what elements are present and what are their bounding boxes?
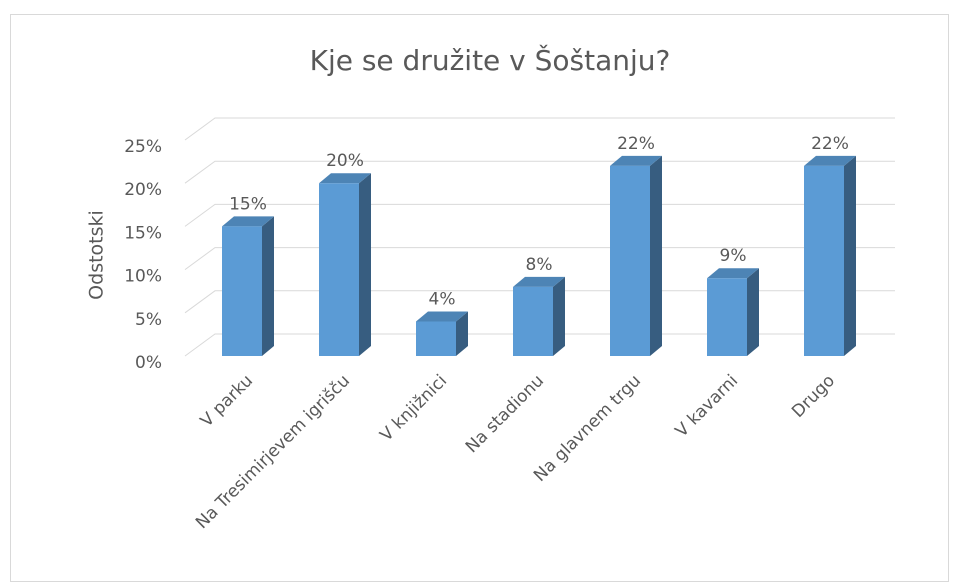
bar (707, 268, 759, 356)
data-label: 22% (811, 134, 849, 154)
grid-line (184, 203, 895, 227)
grid-line (184, 247, 895, 271)
y-tick-label: 25% (124, 137, 162, 157)
bar-front (707, 278, 747, 356)
bar-side (262, 216, 274, 356)
bar (416, 311, 468, 356)
bar-top (804, 155, 856, 166)
grid-line (184, 333, 895, 357)
grid-line (184, 160, 895, 184)
y-axis-title: Odstotski (86, 210, 108, 300)
bar-side (553, 276, 565, 356)
bar-front (610, 165, 650, 356)
data-label: 20% (326, 151, 364, 171)
bar (804, 155, 856, 356)
data-label: 8% (526, 255, 553, 275)
chart-border (10, 14, 949, 582)
data-label: 22% (617, 134, 655, 154)
bar-side (747, 268, 759, 356)
bar-top (416, 311, 468, 322)
bar-front (513, 286, 553, 356)
data-label: 15% (229, 194, 267, 214)
bar-front (804, 165, 844, 356)
bar-front (319, 183, 359, 356)
bar-front (222, 226, 262, 356)
bar-top (222, 216, 274, 227)
bar-side (650, 155, 662, 356)
bar (513, 276, 565, 356)
y-tick-label: 0% (135, 353, 162, 373)
data-label: 4% (429, 289, 456, 309)
bar-side (456, 311, 468, 356)
bar-top (610, 155, 662, 166)
bar (319, 173, 371, 356)
y-tick-label: 15% (124, 223, 162, 243)
y-tick-label: 20% (124, 180, 162, 200)
bar-top (513, 276, 565, 287)
bar-top (707, 268, 759, 279)
bar-front (416, 321, 456, 356)
y-tick-label: 10% (124, 267, 162, 287)
bar-top (319, 173, 371, 184)
bar-side (359, 173, 371, 356)
grid-line (184, 290, 895, 314)
bar (222, 216, 274, 356)
y-tick-label: 5% (135, 310, 162, 330)
bar (610, 155, 662, 356)
grid-line (184, 117, 895, 141)
data-label: 9% (720, 246, 747, 266)
chart-title: Kje se družite v Šoštanju? (310, 43, 671, 77)
bar-side (844, 155, 856, 356)
